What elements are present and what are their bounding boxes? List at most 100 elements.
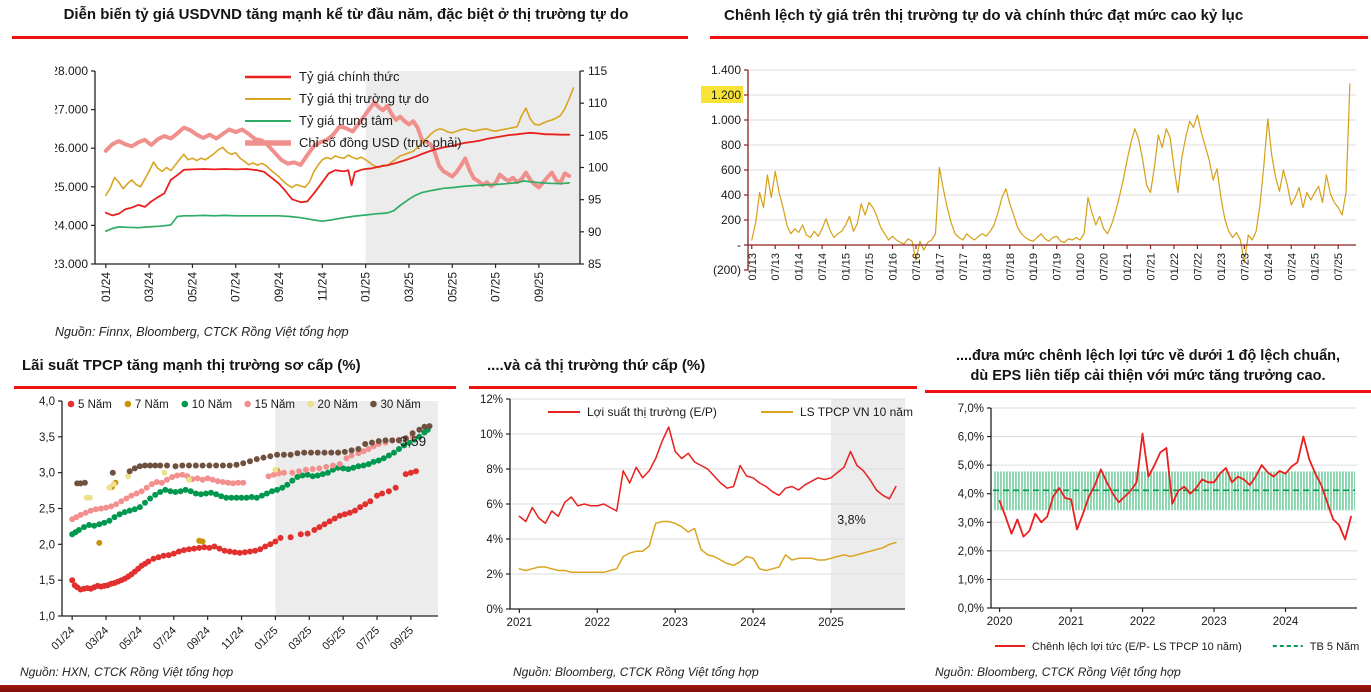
svg-text:95: 95 xyxy=(588,193,602,207)
svg-text:2,0: 2,0 xyxy=(39,539,55,551)
svg-text:23.000: 23.000 xyxy=(55,257,88,271)
svg-text:2021: 2021 xyxy=(507,617,533,629)
svg-text:2,0%: 2,0% xyxy=(958,546,984,558)
chart-title-gap: Chênh lệch tỷ giá trên thị trường tự do … xyxy=(724,7,1244,24)
svg-text:(200): (200) xyxy=(713,263,741,277)
chart-title-usdvnd: Diễn biến tỷ giá USDVND tăng mạnh kể từ … xyxy=(63,6,629,23)
svg-text:200: 200 xyxy=(721,213,741,227)
source-usdvnd: Nguồn: Finnx, Bloomberg, CTCK Rồng Việt … xyxy=(55,325,349,339)
svg-text:100: 100 xyxy=(588,161,608,175)
svg-text:7 Năm: 7 Năm xyxy=(135,399,169,411)
svg-text:20 Năm: 20 Năm xyxy=(318,399,358,411)
svg-text:15 Năm: 15 Năm xyxy=(255,399,295,411)
svg-text:1,0: 1,0 xyxy=(39,611,55,623)
svg-text:30 Năm: 30 Năm xyxy=(380,399,420,411)
svg-text:2022: 2022 xyxy=(584,617,610,629)
svg-text:01/13: 01/13 xyxy=(747,253,759,281)
svg-text:4%: 4% xyxy=(486,534,503,546)
svg-text:115: 115 xyxy=(588,64,607,78)
chart-title-secondary: ....và cả thị trường thứ cấp (%) xyxy=(487,357,706,374)
svg-text:09/25: 09/25 xyxy=(532,272,546,302)
source-spread: Nguồn: Bloomberg, CTCK Rồng Việt tổng hợ… xyxy=(935,665,1181,679)
svg-text:09/24: 09/24 xyxy=(185,625,213,653)
svg-text:1.400: 1.400 xyxy=(711,63,741,77)
svg-text:03/24: 03/24 xyxy=(142,272,156,302)
svg-text:2021: 2021 xyxy=(1058,616,1084,628)
svg-text:85: 85 xyxy=(588,257,602,271)
footer-accent-bar xyxy=(0,685,1371,692)
title-underline-primary xyxy=(14,386,456,389)
svg-text:05/24: 05/24 xyxy=(185,272,199,302)
svg-text:1.000: 1.000 xyxy=(711,113,741,127)
svg-text:Tỷ giá chính thức: Tỷ giá chính thức xyxy=(299,69,400,84)
svg-text:07/18: 07/18 xyxy=(1005,253,1017,281)
secondary-yield-chart: 0% 2% 4% 6% 8% 10% 12% 2021 2022 2023 2024 2025 Lợi … xyxy=(468,391,920,648)
primary-svg: 1,01,52,02,53,03,54,001/24 03/24 05/24 07/2… xyxy=(39,396,438,653)
svg-text:09/25: 09/25 xyxy=(388,625,416,653)
svg-text:01/21: 01/21 xyxy=(1122,253,1134,281)
svg-text:Chênh lệch lợi tức (E/P- LS TP: Chênh lệch lợi tức (E/P- LS TPCP 10 năm) xyxy=(1032,641,1242,653)
svg-text:10 Năm: 10 Năm xyxy=(192,399,232,411)
svg-text:3,59: 3,59 xyxy=(400,434,426,449)
svg-text:Tỷ giá trung tâm: Tỷ giá trung tâm xyxy=(299,113,393,128)
svg-text:01/25: 01/25 xyxy=(359,272,373,302)
svg-text:03/25: 03/25 xyxy=(286,625,314,653)
svg-text:05/25: 05/25 xyxy=(445,272,459,302)
svg-text:01/24: 01/24 xyxy=(1263,253,1275,281)
svg-text:2,5: 2,5 xyxy=(39,504,55,516)
title-underline-gap xyxy=(710,36,1368,39)
svg-text:27.000: 27.000 xyxy=(55,103,88,117)
svg-text:01/15: 01/15 xyxy=(841,253,853,281)
gap-svg: (200) - 200 400 600 800 1.000 1.200 1.400 01/13 07… xyxy=(701,63,1356,281)
usdvnd-svg: 23.000 24.000 25.000 26.000 27.000 28.000 85 90… xyxy=(51,64,608,302)
svg-text:01/16: 01/16 xyxy=(887,253,899,281)
svg-text:07/17: 07/17 xyxy=(958,253,970,281)
title-underline-usdvnd xyxy=(12,36,688,39)
svg-text:07/22: 07/22 xyxy=(1192,253,1204,281)
svg-text:TB 5 Năm: TB 5 Năm xyxy=(1310,641,1360,653)
svg-text:03/24: 03/24 xyxy=(83,625,111,653)
svg-text:7,0%: 7,0% xyxy=(958,403,984,415)
svg-text:6,0%: 6,0% xyxy=(958,432,984,444)
svg-text:09/24: 09/24 xyxy=(272,272,286,302)
svg-text:01/24: 01/24 xyxy=(99,272,113,302)
svg-text:01/14: 01/14 xyxy=(794,253,806,281)
svg-text:8%: 8% xyxy=(486,464,503,476)
primary-yield-chart: 1,0 1,5 2,0 2,5 3,0 3,5 4,0 01/24 03/24 05/24 07/2… xyxy=(15,391,463,674)
svg-text:3,8%: 3,8% xyxy=(837,513,866,527)
svg-text:01/25: 01/25 xyxy=(1310,253,1322,281)
svg-text:07/23: 07/23 xyxy=(1239,253,1251,281)
svg-text:01/19: 01/19 xyxy=(1028,253,1040,281)
svg-text:01/24: 01/24 xyxy=(49,625,77,653)
svg-text:Chỉ số đồng USD (trục phải): Chỉ số đồng USD (trục phải) xyxy=(299,135,462,150)
svg-text:1.200: 1.200 xyxy=(711,88,741,102)
svg-text:2024: 2024 xyxy=(740,617,766,629)
svg-text:2023: 2023 xyxy=(662,617,688,629)
svg-text:05/25: 05/25 xyxy=(320,625,348,653)
svg-text:0%: 0% xyxy=(486,604,503,616)
svg-text:2%: 2% xyxy=(486,569,503,581)
svg-text:07/20: 07/20 xyxy=(1099,253,1111,281)
svg-text:01/25: 01/25 xyxy=(253,625,281,653)
svg-text:01/20: 01/20 xyxy=(1075,253,1087,281)
svg-text:10%: 10% xyxy=(480,429,503,441)
svg-text:90: 90 xyxy=(588,225,602,239)
svg-text:03/25: 03/25 xyxy=(402,272,416,302)
svg-text:1,0%: 1,0% xyxy=(958,574,984,586)
svg-text:3,0: 3,0 xyxy=(39,468,55,480)
gap-chart: (200) - 200 400 600 800 1.000 1.200 1.400 01/13 07… xyxy=(700,46,1371,351)
svg-text:11/24: 11/24 xyxy=(219,625,246,652)
svg-text:07/15: 07/15 xyxy=(864,253,876,281)
chart-title-primary: Lãi suất TPCP tăng mạnh thị trường sơ cấ… xyxy=(22,357,361,374)
svg-text:07/13: 07/13 xyxy=(770,253,782,281)
svg-text:3,0%: 3,0% xyxy=(958,517,984,529)
svg-text:07/19: 07/19 xyxy=(1052,253,1064,281)
svg-text:0,0%: 0,0% xyxy=(958,603,984,615)
svg-text:2020: 2020 xyxy=(987,616,1013,628)
svg-text:07/21: 07/21 xyxy=(1146,253,1158,281)
title-underline-secondary xyxy=(469,386,917,389)
svg-text:3,5: 3,5 xyxy=(39,432,55,444)
spread-chart: 0,0% 1,0% 2,0% 3,0% 4,0% 5,0% 6,0% 7,0% 2020 2021… xyxy=(925,396,1371,665)
svg-text:5,0%: 5,0% xyxy=(958,460,984,472)
